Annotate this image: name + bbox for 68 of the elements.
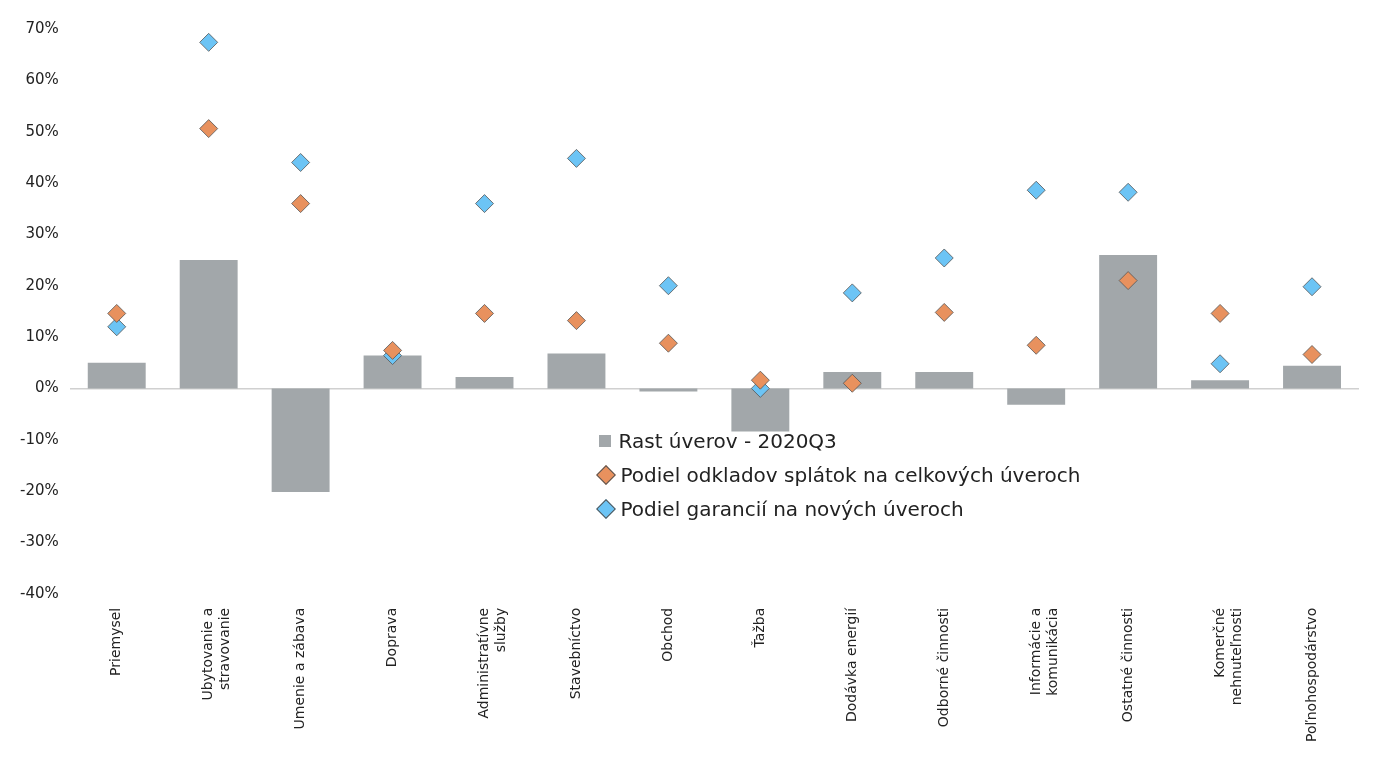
point — [567, 311, 586, 331]
legend-label: Podiel odkladov splátok na celkových úveroch — [620, 462, 1081, 490]
y-tick-label: -40% — [19, 583, 59, 602]
point — [383, 341, 402, 360]
bar — [731, 388, 790, 432]
bar — [639, 388, 698, 392]
point — [1118, 182, 1138, 202]
point — [475, 304, 494, 323]
x-tick-label: Informácie a komunikácia — [1026, 607, 1060, 696]
x-tick-label: Poľnohospodárstvo — [1302, 607, 1319, 743]
point — [750, 370, 770, 390]
bar — [1007, 388, 1066, 405]
y-tick-label: 40% — [25, 172, 59, 191]
point — [567, 148, 586, 168]
y-tick-label: -30% — [19, 532, 59, 551]
point — [1302, 277, 1322, 297]
point — [842, 283, 862, 303]
point — [1118, 271, 1138, 290]
x-tick-label: Doprava — [383, 607, 400, 668]
bar — [1191, 380, 1250, 389]
point — [291, 194, 311, 213]
point — [934, 303, 954, 322]
bar — [915, 371, 974, 389]
bar — [271, 388, 330, 493]
x-tick-label: Priemysel — [107, 607, 124, 676]
point — [107, 317, 127, 337]
y-tick-label: -10% — [19, 429, 59, 448]
y-tick-label: 30% — [25, 224, 59, 243]
bar — [179, 260, 238, 389]
y-tick-label: 60% — [25, 70, 59, 89]
x-tick-label: Odborné činnosti — [934, 607, 951, 728]
point — [1210, 304, 1230, 323]
bar — [1099, 254, 1158, 389]
y-tick-label: 10% — [25, 326, 59, 345]
x-tick-label: Ubytovanie a stravovanie — [199, 607, 233, 701]
legend-label: Rast úverov - 2020Q3 — [618, 428, 837, 456]
x-tick-label: Administratívne služby — [475, 607, 508, 719]
x-tick-label: Ťažba — [750, 607, 767, 649]
x-tick-label: Obchod — [659, 607, 676, 662]
x-tick-label: Ostatné činnosti — [1118, 607, 1135, 723]
bar — [455, 377, 514, 389]
point — [1302, 345, 1322, 364]
point — [1026, 180, 1046, 200]
y-tick-label: 70% — [25, 18, 59, 37]
y-tick-label: -20% — [19, 480, 59, 499]
point — [659, 276, 678, 296]
bar — [547, 353, 606, 389]
point — [934, 248, 954, 268]
y-tick-label: 50% — [25, 121, 59, 140]
point — [1210, 354, 1230, 374]
y-tick-label: 20% — [25, 275, 59, 294]
point — [199, 119, 219, 138]
point — [659, 333, 678, 353]
point — [842, 373, 862, 393]
x-tick-label: Umenie a zábava — [291, 607, 308, 730]
x-tick-label: Stavebníctvo — [567, 607, 584, 700]
point — [475, 194, 494, 213]
legend-label: Podiel garancií na nových úveroch — [620, 496, 964, 524]
x-tick-label: Dodávka energií — [842, 606, 859, 723]
point — [199, 32, 219, 52]
bar — [87, 362, 146, 389]
x-tick-label: Komerčné nehnuteľnosti — [1210, 607, 1244, 706]
y-tick-label: 0% — [34, 378, 59, 397]
point — [107, 304, 127, 323]
bar — [1283, 365, 1341, 389]
point — [1026, 335, 1046, 355]
point — [291, 153, 311, 172]
bar — [363, 355, 422, 389]
